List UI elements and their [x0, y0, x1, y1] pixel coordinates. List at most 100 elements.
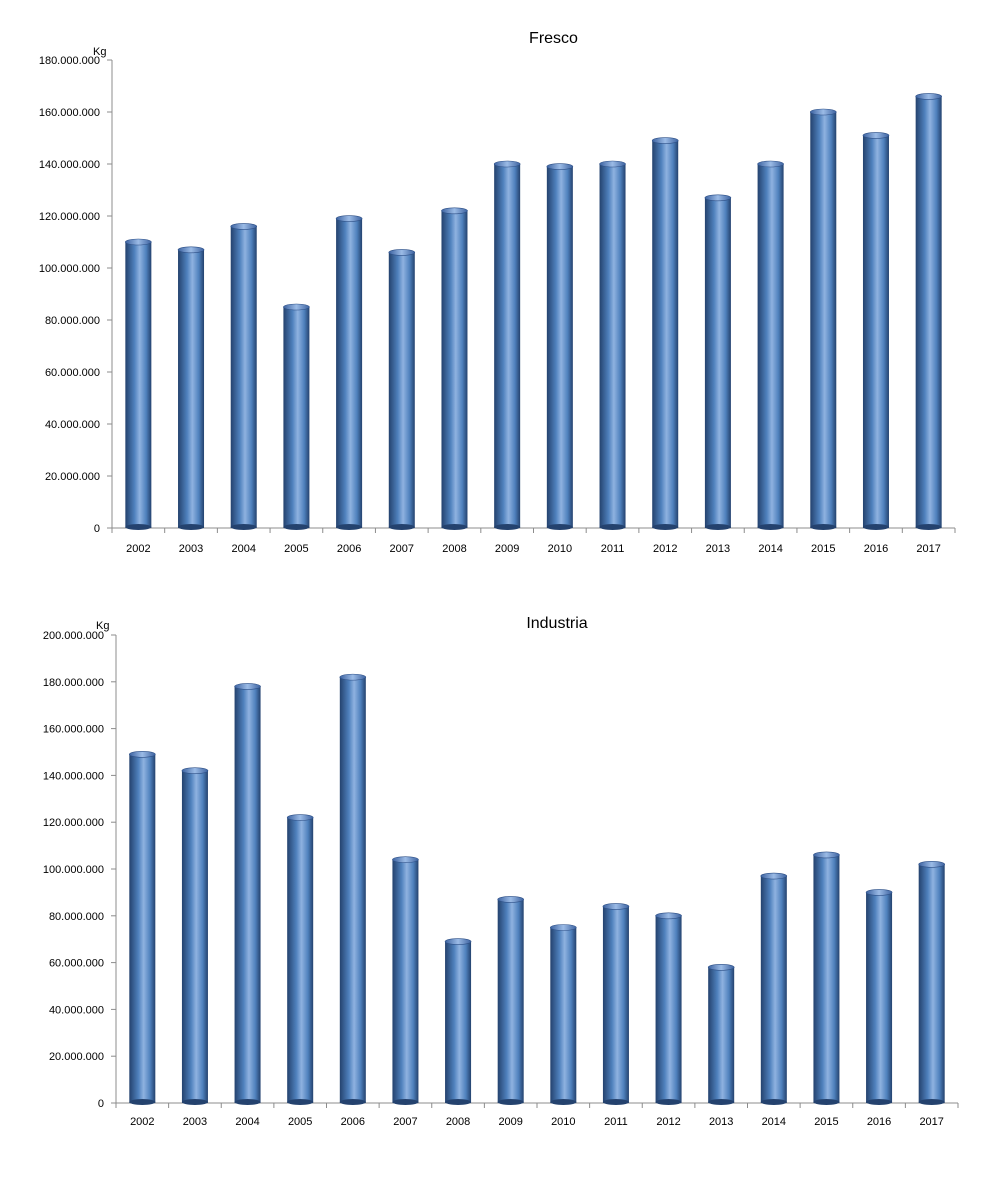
industria-bar-base [287, 1099, 314, 1105]
industria-x-tick-label: 2006 [341, 1116, 365, 1128]
fresco-x-tick-label: 2011 [601, 543, 625, 555]
industria-y-tick-label: 20.000.000 [49, 1051, 104, 1063]
industria-bar-2006 [339, 673, 367, 1105]
industria-y-unit-label: Kg [96, 620, 109, 632]
industria-bar-body [708, 967, 735, 1103]
fresco-x-tick-label: 2016 [864, 543, 888, 555]
industria-bar-2008 [444, 938, 472, 1105]
industria-bar-2010 [550, 924, 577, 1105]
chart-fresco: Fresco Kg 0 20.000.000 40.000.000 60.000.000 8… [0, 0, 1000, 585]
industria-bar-base [550, 1099, 577, 1105]
fresco-bar-base [494, 524, 521, 530]
industria-bar-body [129, 754, 156, 1103]
fresco-y-tick-label: 180.000.000 [39, 55, 100, 67]
industria-bar-cap [497, 896, 524, 903]
industria-x-tick-label: 2005 [288, 1116, 312, 1128]
industria-bar-base [866, 1099, 893, 1105]
fresco-bar-body [336, 218, 363, 528]
fresco-bar-base [704, 524, 731, 530]
industria-bar-base [708, 1099, 735, 1105]
fresco-x-tick-label: 2012 [653, 543, 677, 555]
fresco-bar-2003 [177, 246, 205, 530]
industria-bar-cap [181, 767, 209, 775]
fresco-bar-cap [599, 160, 626, 168]
fresco-bar-2004 [230, 223, 258, 530]
industria-bar-base [497, 1099, 524, 1105]
industria-bar-cap [234, 683, 261, 690]
industria-bar-cap [918, 861, 945, 868]
industria-bar-base [181, 1099, 208, 1105]
fresco-bar-body [388, 252, 415, 528]
fresco-x-tick-label: 2013 [706, 543, 730, 555]
industria-bar-cap [813, 851, 840, 859]
industria-bar-2003 [181, 767, 209, 1105]
fresco-bar-cap [862, 132, 890, 139]
industria-x-tick-label: 2003 [183, 1116, 207, 1128]
fresco-bar-base [178, 524, 205, 530]
fresco-x-tick-label: 2007 [390, 543, 414, 555]
fresco-bar-cap [335, 215, 363, 222]
industria-x-tick-label: 2017 [919, 1116, 943, 1128]
industria-bar-2007 [392, 856, 419, 1105]
fresco-y-tick-label: 40.000.000 [45, 419, 100, 431]
fresco-bar-body [915, 96, 942, 529]
industria-bar-cap [655, 912, 682, 920]
fresco-bar-base [336, 524, 363, 530]
industria-bar-2014 [760, 872, 788, 1105]
fresco-y-tick-label: 160.000.000 [39, 107, 100, 119]
fresco-bar-2005 [283, 303, 310, 530]
fresco-x-tick-label: 2006 [337, 543, 361, 555]
fresco-y-tick-label: 140.000.000 [39, 159, 100, 171]
fresco-chart-title: Fresco [529, 30, 578, 47]
fresco-bar-body [125, 242, 152, 528]
industria-bar-base [602, 1099, 629, 1105]
fresco-bar-base [652, 524, 679, 530]
fresco-x-tick-label: 2005 [284, 543, 308, 555]
industria-bar-body [181, 770, 208, 1103]
fresco-y-tick-label: 120.000.000 [39, 211, 100, 223]
fresco-y-tick-label: 20.000.000 [45, 471, 100, 483]
industria-bar-base [813, 1099, 840, 1105]
industria-bar-cap [865, 889, 893, 896]
industria-bar-base [392, 1099, 419, 1105]
fresco-bar-2011 [599, 160, 626, 530]
fresco-x-tick-label: 2015 [811, 543, 835, 555]
fresco-y-tick-label: 60.000.000 [45, 367, 100, 379]
industria-x-tick-label: 2004 [235, 1116, 259, 1128]
industria-bar-body [813, 854, 840, 1103]
fresco-bar-2002 [125, 238, 152, 530]
industria-bar-2015 [813, 851, 840, 1105]
fresco-bar-base [810, 524, 837, 530]
industria-bar-body [550, 927, 577, 1103]
industria-x-tick-label: 2013 [709, 1116, 733, 1128]
fresco-bar-2012 [651, 137, 679, 530]
fresco-bar-base [283, 524, 310, 530]
industria-bar-base [339, 1099, 366, 1105]
fresco-bar-cap [441, 207, 468, 215]
industria-bar-body [655, 915, 682, 1103]
industria-x-tick-label: 2007 [393, 1116, 417, 1128]
fresco-bar-cap [177, 246, 205, 254]
fresco-bar-base [388, 524, 415, 530]
fresco-bar-body [546, 166, 573, 528]
industria-bar-cap [550, 924, 577, 931]
fresco-bar-2010 [546, 163, 574, 530]
industria-bar-2017 [918, 861, 945, 1105]
industria-bar-cap [760, 872, 788, 880]
industria-y-tick-label: 40.000.000 [49, 1004, 104, 1016]
fresco-bar-base [862, 524, 889, 530]
fresco-y-tick-label: 80.000.000 [45, 315, 100, 327]
industria-bar-body [866, 892, 893, 1103]
industria-bar-2011 [602, 903, 630, 1105]
fresco-bar-cap [493, 160, 521, 168]
fresco-bar-2015 [809, 108, 837, 530]
fresco-bar-cap [915, 93, 942, 100]
fresco-bar-cap [230, 223, 258, 230]
fresco-bar-cap [704, 194, 732, 202]
industria-bar-cap [392, 856, 419, 863]
industria-x-tick-label: 2016 [867, 1116, 891, 1128]
fresco-bar-body [599, 164, 626, 528]
industria-bar-2005 [286, 814, 314, 1105]
industria-bar-cap [286, 814, 314, 821]
industria-bar-cap [707, 963, 735, 971]
